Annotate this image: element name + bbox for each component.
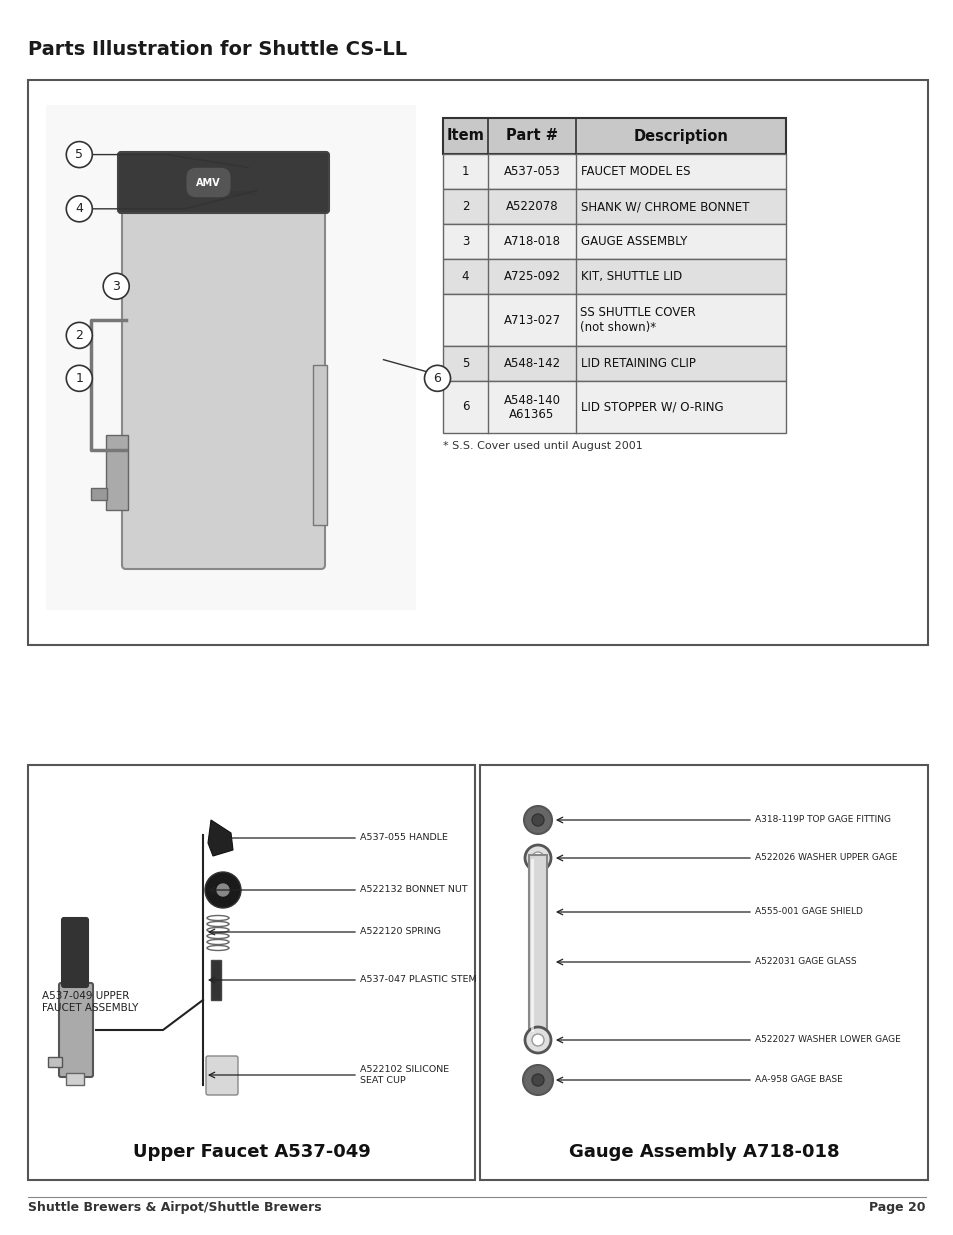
Text: LID STOPPER W/ O-RING: LID STOPPER W/ O-RING [580,400,723,414]
FancyBboxPatch shape [66,1073,84,1086]
Text: Part #: Part # [505,128,558,143]
FancyBboxPatch shape [442,382,785,433]
FancyBboxPatch shape [442,154,785,189]
Text: A548-142: A548-142 [503,357,560,370]
Text: (not shown)*: (not shown)* [579,321,656,333]
FancyBboxPatch shape [529,855,546,1035]
Text: 6: 6 [461,400,469,414]
Text: 3: 3 [461,235,469,248]
FancyBboxPatch shape [62,918,88,987]
FancyBboxPatch shape [442,119,785,154]
Text: A522120 SPRING: A522120 SPRING [359,927,440,936]
Text: 5: 5 [75,148,83,161]
Text: GAUGE ASSEMBLY: GAUGE ASSEMBLY [580,235,687,248]
FancyBboxPatch shape [28,764,475,1179]
FancyBboxPatch shape [206,1056,237,1095]
Text: Description: Description [633,128,728,143]
Circle shape [205,872,241,908]
Text: WARNING: WARNING [230,191,256,196]
Text: KIT, SHUTTLE LID: KIT, SHUTTLE LID [580,270,681,283]
Text: A522031 GAGE GLASS: A522031 GAGE GLASS [754,957,856,967]
Text: 2: 2 [461,200,469,212]
Circle shape [424,366,450,391]
Text: A537-047 PLASTIC STEM: A537-047 PLASTIC STEM [359,976,476,984]
Text: 1: 1 [461,165,469,178]
FancyBboxPatch shape [91,488,107,500]
Text: A522132 BONNET NUT: A522132 BONNET NUT [359,885,467,894]
FancyBboxPatch shape [118,152,329,212]
Text: AMV: AMV [196,178,220,188]
Text: A537-049 UPPER
FAUCET ASSEMBLY: A537-049 UPPER FAUCET ASSEMBLY [42,992,138,1013]
Text: A537-055 HANDLE: A537-055 HANDLE [359,834,447,842]
Text: Item: Item [446,128,484,143]
FancyBboxPatch shape [122,201,325,569]
Text: A713-027: A713-027 [503,314,560,326]
FancyBboxPatch shape [442,224,785,259]
FancyBboxPatch shape [442,294,785,346]
Text: 3: 3 [112,279,120,293]
Circle shape [66,366,92,391]
Text: FAUCET MODEL ES: FAUCET MODEL ES [580,165,690,178]
FancyBboxPatch shape [211,960,221,1000]
Polygon shape [208,820,233,856]
Text: 4: 4 [75,203,83,215]
Text: A725-092: A725-092 [503,270,560,283]
Text: LID RETAINING CLIP: LID RETAINING CLIP [580,357,695,370]
FancyBboxPatch shape [442,189,785,224]
Circle shape [524,845,551,871]
Text: 1: 1 [75,372,83,385]
Text: SHANK W/ CHROME BONNET: SHANK W/ CHROME BONNET [580,200,749,212]
Text: A548-140: A548-140 [503,394,560,406]
FancyBboxPatch shape [106,435,128,510]
Text: 6: 6 [433,372,441,385]
FancyBboxPatch shape [479,764,927,1179]
Text: 5: 5 [461,357,469,370]
Text: A555-001 GAGE SHIELD: A555-001 GAGE SHIELD [754,908,862,916]
Circle shape [66,142,92,168]
Circle shape [216,884,229,897]
FancyBboxPatch shape [442,346,785,382]
FancyBboxPatch shape [442,259,785,294]
FancyBboxPatch shape [48,1057,62,1067]
Text: Gauge Assembly A718-018: Gauge Assembly A718-018 [568,1144,839,1161]
Text: A522078: A522078 [505,200,558,212]
Text: A318-119P TOP GAGE FITTING: A318-119P TOP GAGE FITTING [754,815,890,825]
FancyBboxPatch shape [313,366,327,525]
Text: A537-053: A537-053 [503,165,559,178]
Circle shape [524,1028,551,1053]
Text: Upper Faucet A537-049: Upper Faucet A537-049 [132,1144,370,1161]
Circle shape [532,852,543,864]
Text: A522026 WASHER UPPER GAGE: A522026 WASHER UPPER GAGE [754,853,897,862]
Text: Page 20: Page 20 [868,1200,925,1214]
Text: SS SHUTTLE COVER: SS SHUTTLE COVER [579,306,695,320]
Text: 2: 2 [75,329,83,342]
Circle shape [522,1065,553,1095]
Text: 4: 4 [461,270,469,283]
Text: AA-958 GAGE BASE: AA-958 GAGE BASE [754,1076,841,1084]
Circle shape [532,1034,543,1046]
Circle shape [532,1074,543,1086]
Text: Parts Illustration for Shuttle CS-LL: Parts Illustration for Shuttle CS-LL [28,40,407,59]
FancyBboxPatch shape [28,80,927,645]
FancyBboxPatch shape [46,105,416,610]
FancyBboxPatch shape [59,983,92,1077]
Circle shape [66,322,92,348]
Text: A61365: A61365 [509,408,554,420]
Circle shape [66,196,92,222]
Circle shape [523,806,552,834]
Text: Shuttle Brewers & Airpot/Shuttle Brewers: Shuttle Brewers & Airpot/Shuttle Brewers [28,1200,321,1214]
Text: A522027 WASHER LOWER GAGE: A522027 WASHER LOWER GAGE [754,1035,900,1045]
Circle shape [532,814,543,826]
Circle shape [103,273,129,299]
Text: A718-018: A718-018 [503,235,560,248]
Text: * S.S. Cover used until August 2001: * S.S. Cover used until August 2001 [442,441,642,451]
Text: A522102 SILICONE
SEAT CUP: A522102 SILICONE SEAT CUP [359,1066,449,1084]
